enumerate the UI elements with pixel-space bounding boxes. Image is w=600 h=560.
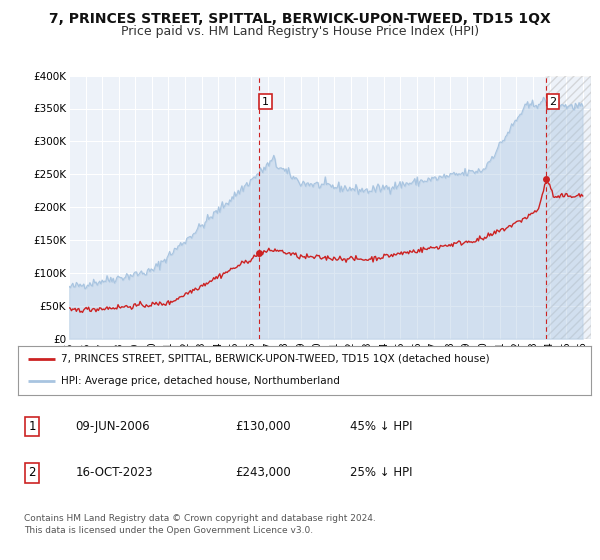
Text: 2: 2 bbox=[29, 466, 36, 479]
Text: 2: 2 bbox=[550, 97, 557, 106]
Text: 16-OCT-2023: 16-OCT-2023 bbox=[76, 466, 153, 479]
Text: This data is licensed under the Open Government Licence v3.0.: This data is licensed under the Open Gov… bbox=[24, 526, 313, 535]
Text: 09-JUN-2006: 09-JUN-2006 bbox=[76, 420, 150, 433]
Text: Contains HM Land Registry data © Crown copyright and database right 2024.: Contains HM Land Registry data © Crown c… bbox=[24, 514, 376, 523]
Text: £130,000: £130,000 bbox=[236, 420, 292, 433]
Text: 7, PRINCES STREET, SPITTAL, BERWICK-UPON-TWEED, TD15 1QX (detached house): 7, PRINCES STREET, SPITTAL, BERWICK-UPON… bbox=[61, 354, 490, 364]
Text: 7, PRINCES STREET, SPITTAL, BERWICK-UPON-TWEED, TD15 1QX: 7, PRINCES STREET, SPITTAL, BERWICK-UPON… bbox=[49, 12, 551, 26]
Text: Price paid vs. HM Land Registry's House Price Index (HPI): Price paid vs. HM Land Registry's House … bbox=[121, 25, 479, 38]
Text: £243,000: £243,000 bbox=[236, 466, 292, 479]
Text: 1: 1 bbox=[29, 420, 36, 433]
Text: 25% ↓ HPI: 25% ↓ HPI bbox=[350, 466, 413, 479]
Text: HPI: Average price, detached house, Northumberland: HPI: Average price, detached house, Nort… bbox=[61, 376, 340, 386]
Text: 45% ↓ HPI: 45% ↓ HPI bbox=[350, 420, 413, 433]
Text: 1: 1 bbox=[262, 97, 269, 106]
